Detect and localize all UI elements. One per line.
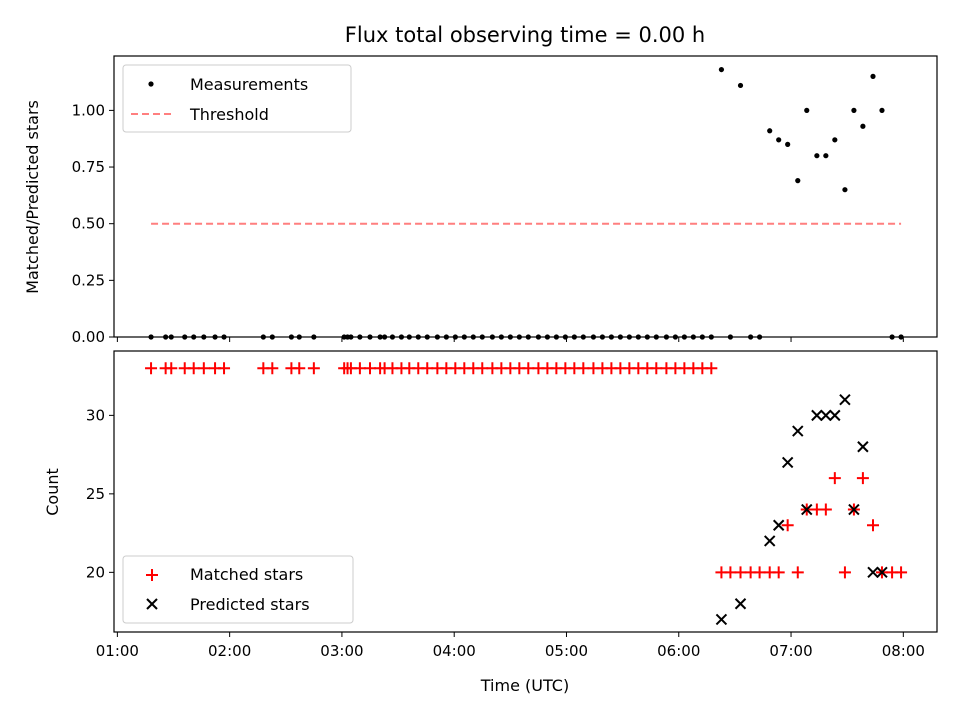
measurement-point xyxy=(814,153,820,159)
bottom-y-axis: 20 25 30 xyxy=(86,406,114,581)
top-y-axis: 0.00 0.25 0.50 0.75 1.00 xyxy=(72,101,114,346)
bottom-x-tick-label: 02:00 xyxy=(208,642,251,660)
bottom-y-axis-label: Count xyxy=(43,468,62,516)
bottom-y-tick-label: 25 xyxy=(86,485,105,503)
chart-title: Flux total observing time = 0.00 h xyxy=(345,23,705,47)
predicted-star-point xyxy=(839,393,851,406)
top-y-tick-label: 0.75 xyxy=(72,158,105,176)
top-y-tick-label: 0.25 xyxy=(72,271,105,289)
predicted-star-point xyxy=(848,503,860,516)
matched-star-point xyxy=(421,362,434,375)
matched-star-point xyxy=(165,362,178,375)
top-axes-frame xyxy=(113,55,938,338)
bottom-x-tick-label: 07:00 xyxy=(769,642,812,660)
predicted-star-point xyxy=(763,535,776,547)
measurement-point xyxy=(832,137,838,143)
matched-star-point xyxy=(772,566,785,579)
matched-star-point xyxy=(197,362,210,375)
matched-star-point xyxy=(577,362,590,375)
measurement-point xyxy=(776,137,782,143)
matched-star-point xyxy=(838,566,851,579)
matched-star-point xyxy=(476,362,489,375)
measurement-point xyxy=(737,82,744,89)
matched-star-point xyxy=(895,566,908,579)
matched-star-point xyxy=(187,362,200,375)
measurement-point xyxy=(823,153,829,159)
legend-measurements-label: Measurements xyxy=(190,75,308,94)
bottom-y-tick-label: 30 xyxy=(86,406,105,424)
bottom-x-axis: 01:00 02:00 03:00 04:00 05:00 06:00 07:00 08:00 xyxy=(96,632,925,660)
predicted-star-point xyxy=(715,613,728,626)
matched-star-point xyxy=(781,519,794,532)
measurement-point xyxy=(842,187,848,193)
predicted-star-point xyxy=(792,425,804,437)
predicted-star-point xyxy=(867,566,879,579)
predicted-star-point xyxy=(820,409,832,422)
predicted-star-point xyxy=(781,456,794,469)
measurement-point xyxy=(870,73,876,79)
bottom-x-axis-label: Time (UTC) xyxy=(480,676,569,695)
bottom-x-tick-label: 05:00 xyxy=(545,642,588,660)
matched-star-point xyxy=(218,362,231,375)
predicted-star-point xyxy=(811,409,823,422)
top-legend-box xyxy=(122,64,352,133)
top-x-axis xyxy=(116,337,904,342)
matched-star-point xyxy=(353,362,366,375)
top-y-tick-label: 0.50 xyxy=(72,215,105,233)
top-legend: Measurements Threshold xyxy=(122,64,352,133)
legend-predicted-marker xyxy=(146,598,158,610)
top-y-axis-label: Matched/Predicted stars xyxy=(23,100,42,294)
legend-matched-marker xyxy=(146,569,158,581)
matched-star-point xyxy=(266,362,279,375)
predicted-star-point xyxy=(801,503,813,516)
matched-star-point xyxy=(293,362,306,375)
legend-matched-label: Matched stars xyxy=(190,565,303,584)
bottom-legend-box xyxy=(122,555,354,624)
matched-star-point xyxy=(791,566,804,579)
matched-star-point xyxy=(819,503,832,516)
matched-star-point xyxy=(724,566,737,579)
matched-star-point xyxy=(363,362,376,375)
measurement-point xyxy=(860,123,866,129)
bottom-y-tick-label: 20 xyxy=(86,563,105,581)
predicted-star-point xyxy=(876,566,888,579)
measurement-point xyxy=(767,128,773,134)
bottom-x-tick-label: 01:00 xyxy=(96,642,139,660)
measurement-point xyxy=(851,107,857,113)
matched-star-point xyxy=(734,566,747,579)
matched-star-point xyxy=(867,519,880,532)
legend-threshold-label: Threshold xyxy=(189,105,269,124)
matched-star-point xyxy=(522,362,535,375)
measurement-point xyxy=(785,141,791,147)
predicted-star-point xyxy=(857,441,869,453)
bottom-plot-area xyxy=(145,362,908,626)
matched-star-point xyxy=(753,566,766,579)
matched-star-point xyxy=(705,362,718,375)
top-y-tick-label: 0.00 xyxy=(72,328,105,346)
measurement-point xyxy=(879,107,885,113)
bottom-x-tick-label: 06:00 xyxy=(657,642,700,660)
bottom-x-tick-label: 03:00 xyxy=(320,642,363,660)
legend-predicted-label: Predicted stars xyxy=(190,595,310,614)
bottom-axes-frame xyxy=(113,350,938,633)
predicted-star-point xyxy=(772,519,785,531)
legend-measurements-marker xyxy=(148,81,154,87)
measurement-point xyxy=(804,107,810,113)
bottom-x-tick-label: 08:00 xyxy=(882,642,925,660)
measurement-point xyxy=(718,66,725,73)
bottom-legend: Matched stars Predicted stars xyxy=(122,555,354,624)
top-y-tick-label: 1.00 xyxy=(72,101,105,119)
predicted-star-point xyxy=(734,598,747,610)
matched-star-point xyxy=(828,472,841,485)
bottom-x-tick-label: 04:00 xyxy=(433,642,476,660)
matched-star-point xyxy=(856,472,869,485)
measurement-point xyxy=(795,178,801,184)
predicted-star-point xyxy=(829,409,841,422)
matched-star-point xyxy=(307,362,320,375)
matched-star-point xyxy=(650,362,663,375)
matched-star-point xyxy=(145,362,158,375)
